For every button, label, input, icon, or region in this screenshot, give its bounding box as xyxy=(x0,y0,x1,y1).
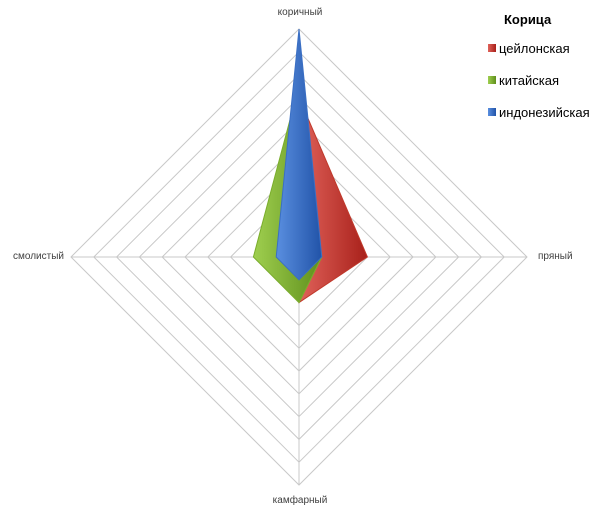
axis-label-cinnamon: коричный xyxy=(278,7,323,18)
legend-swatch-indonesian xyxy=(488,108,496,116)
axis-label-spicy: пряный xyxy=(538,251,573,262)
legend-title: Корица xyxy=(504,12,552,27)
series-layer xyxy=(252,28,369,304)
axis-label-camphor: камфарный xyxy=(273,494,328,506)
legend-label-indonesian: индонезийская xyxy=(499,105,590,120)
legend-label-chinese: китайская xyxy=(499,73,559,88)
axis-label-resinous: смолистый xyxy=(13,251,64,262)
legend-label-ceylon: цейлонская xyxy=(499,41,570,56)
legend-swatch-chinese xyxy=(488,76,496,84)
series-area-2 xyxy=(275,28,323,281)
legend: Корица цейлонская китайская индонезийска… xyxy=(488,12,590,120)
legend-swatch-ceylon xyxy=(488,44,496,52)
